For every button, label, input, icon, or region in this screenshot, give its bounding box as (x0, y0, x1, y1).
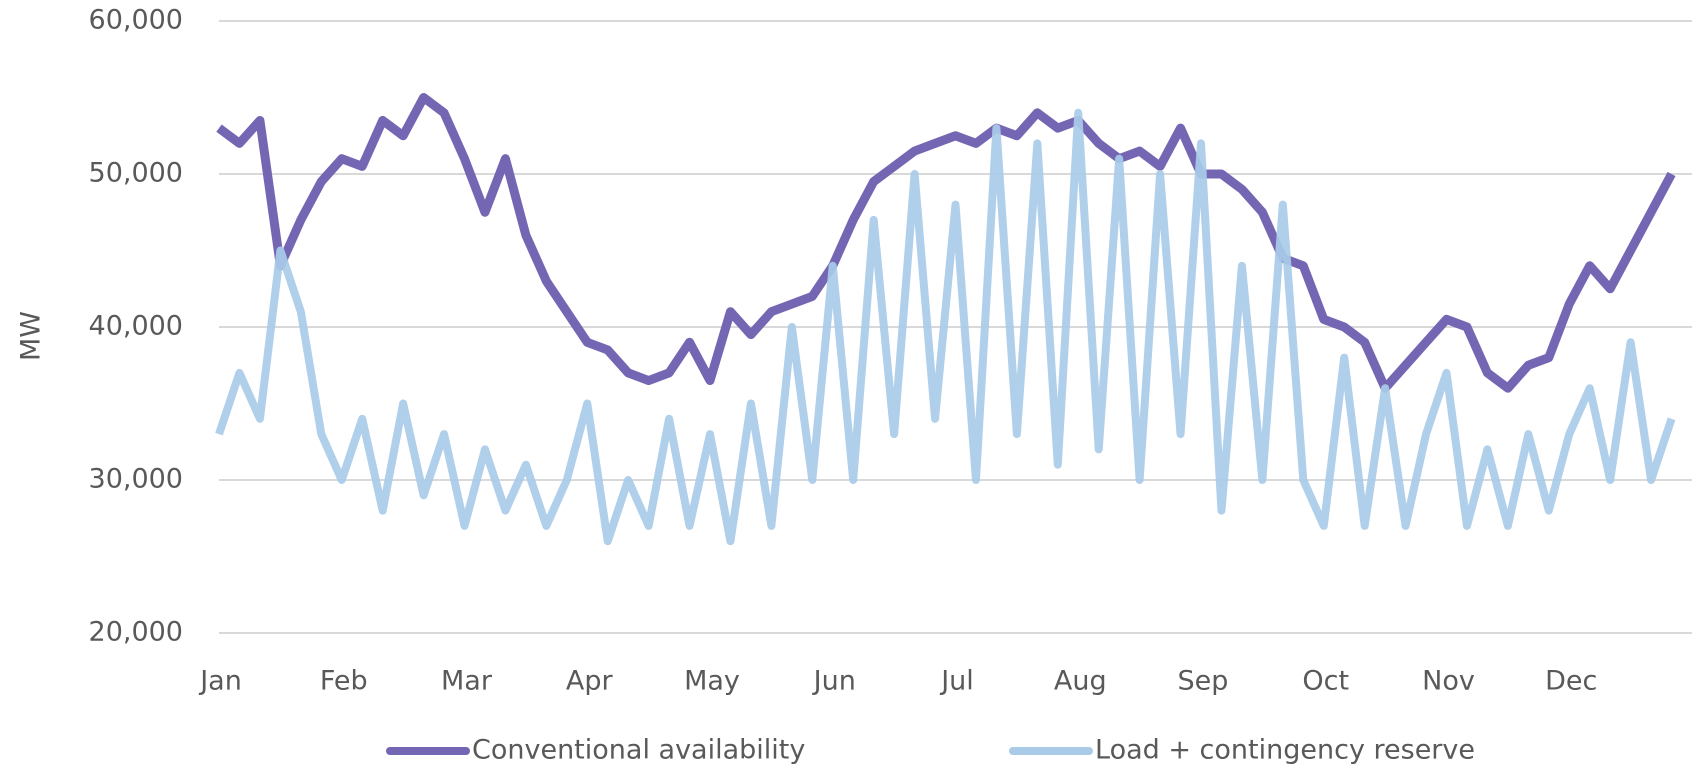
legend-label: Conventional availability (472, 735, 805, 766)
y-tick-label: 30,000 (89, 464, 183, 495)
x-tick-label: Mar (441, 666, 493, 697)
x-tick-label: Feb (320, 666, 368, 697)
x-tick-label: Sep (1178, 666, 1229, 697)
y-axis-label: MW (16, 311, 47, 361)
y-tick-label: 20,000 (89, 617, 183, 648)
y-tick-label: 40,000 (89, 311, 183, 342)
x-tick-label: Nov (1422, 666, 1475, 697)
x-tick-label: May (684, 666, 740, 697)
series-line (216, 93, 1676, 393)
legend-label: Load + contingency reserve (1095, 735, 1475, 766)
y-tick-label: 60,000 (89, 5, 183, 36)
x-tick-label: Oct (1302, 666, 1349, 697)
series-line (215, 108, 1676, 546)
x-tick-label: Aug (1054, 666, 1107, 697)
x-tick-label: Jun (812, 666, 856, 697)
x-tick-label: Jul (939, 666, 974, 697)
y-tick-label: 50,000 (89, 158, 183, 189)
x-tick-label: Jan (198, 666, 242, 697)
x-tick-label: Apr (566, 666, 614, 697)
x-tick-label: Dec (1545, 666, 1597, 697)
